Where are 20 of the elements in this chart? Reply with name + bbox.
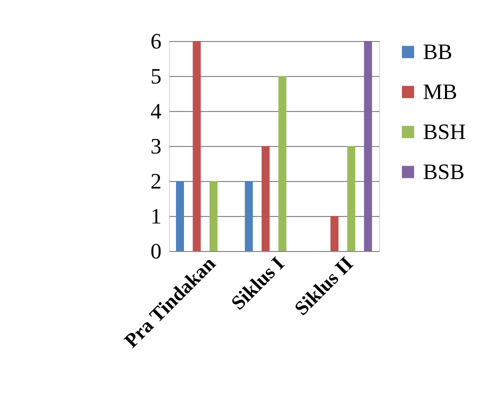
y-tick-label: 6	[150, 28, 162, 54]
bar	[210, 181, 218, 251]
legend-label: BB	[423, 39, 452, 64]
bar	[192, 41, 201, 251]
y-tick-label: 5	[150, 64, 162, 88]
y-tick-label: 0	[150, 238, 162, 264]
bar	[176, 181, 184, 251]
bar	[364, 41, 372, 251]
bar	[347, 146, 356, 251]
legend-label: BSB	[423, 159, 465, 184]
y-tick-label: 3	[150, 134, 162, 158]
y-tick-label: 1	[150, 204, 162, 228]
bar	[330, 216, 338, 251]
legend-label: MB	[423, 79, 458, 104]
bar	[278, 76, 286, 251]
bar	[244, 181, 253, 251]
y-tick-label: 4	[150, 98, 162, 124]
bar	[262, 146, 270, 251]
y-tick-label: 2	[150, 168, 162, 194]
legend-label: BSH	[423, 119, 466, 144]
